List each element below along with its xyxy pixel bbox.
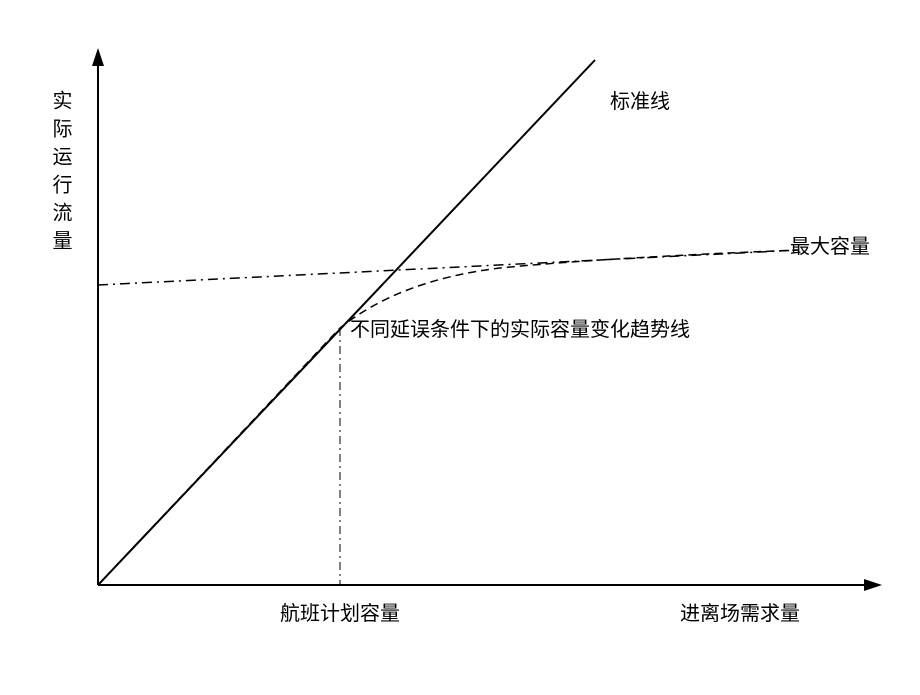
- x-tick-label: 航班计划容量: [280, 602, 400, 626]
- chart-container: 实际运行流量 进离场需求量 航班计划容量 标准线 最大容量 不同延误条件下的实际…: [0, 0, 920, 690]
- actual-capacity-label: 不同延误条件下的实际容量变化趋势线: [350, 318, 690, 342]
- max-capacity-label: 最大容量: [790, 235, 870, 259]
- chart-svg: [0, 0, 920, 690]
- y-axis-label: 实际运行流量: [48, 90, 72, 258]
- x-axis-label: 进离场需求量: [680, 602, 800, 626]
- actual-capacity-curve: [98, 250, 798, 585]
- x-axis-arrow-icon: [864, 579, 882, 591]
- standard-line-label: 标准线: [610, 90, 670, 114]
- y-axis-arrow-icon: [92, 48, 104, 66]
